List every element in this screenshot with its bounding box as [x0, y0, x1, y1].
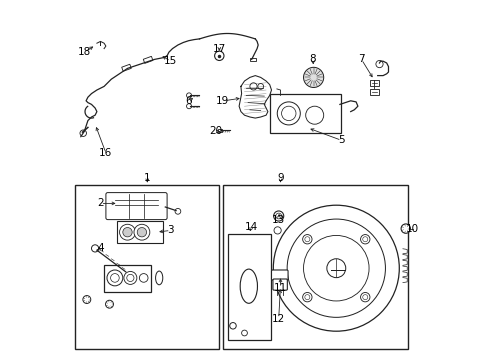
FancyBboxPatch shape: [104, 265, 151, 292]
Circle shape: [186, 104, 191, 109]
Text: 19: 19: [216, 96, 229, 106]
Bar: [143, 57, 153, 63]
Circle shape: [400, 224, 409, 233]
Text: 14: 14: [244, 222, 258, 232]
Circle shape: [302, 235, 311, 244]
Bar: [228, 234, 271, 340]
Circle shape: [273, 211, 283, 221]
Circle shape: [122, 228, 132, 237]
Text: 17: 17: [212, 44, 225, 54]
Circle shape: [120, 224, 135, 240]
Circle shape: [249, 83, 257, 90]
Text: 4: 4: [97, 243, 103, 253]
Text: 9: 9: [277, 173, 283, 183]
Bar: [218, 129, 222, 132]
Circle shape: [303, 67, 323, 87]
FancyBboxPatch shape: [106, 193, 167, 220]
Circle shape: [273, 205, 399, 331]
Text: 12: 12: [271, 314, 285, 324]
FancyBboxPatch shape: [271, 270, 287, 280]
Circle shape: [214, 51, 224, 60]
Text: 11: 11: [273, 283, 286, 293]
Text: 6: 6: [185, 96, 192, 106]
Text: 13: 13: [271, 215, 285, 225]
Text: 2: 2: [97, 198, 103, 208]
Bar: [223, 185, 407, 349]
Text: 10: 10: [405, 224, 418, 234]
Circle shape: [80, 130, 86, 136]
Circle shape: [91, 245, 99, 252]
Text: 16: 16: [99, 148, 112, 158]
Text: 8: 8: [309, 54, 316, 64]
Circle shape: [105, 300, 113, 308]
Circle shape: [134, 224, 149, 240]
FancyBboxPatch shape: [272, 279, 287, 290]
Bar: [249, 58, 256, 61]
Bar: [369, 80, 378, 86]
Circle shape: [257, 84, 263, 89]
Bar: [117, 221, 163, 243]
Text: 7: 7: [357, 54, 364, 64]
Text: 1: 1: [143, 173, 150, 183]
Text: 5: 5: [338, 135, 345, 145]
Circle shape: [375, 60, 382, 68]
Bar: [122, 64, 131, 71]
Bar: [369, 89, 378, 95]
Circle shape: [82, 296, 91, 303]
Text: 20: 20: [209, 126, 222, 136]
Text: 15: 15: [164, 56, 177, 66]
Text: 3: 3: [167, 225, 174, 235]
Text: 18: 18: [78, 47, 91, 57]
Circle shape: [186, 93, 191, 98]
Bar: [75, 185, 219, 349]
Circle shape: [175, 208, 181, 214]
FancyBboxPatch shape: [269, 94, 341, 133]
Circle shape: [137, 228, 146, 237]
Circle shape: [360, 235, 369, 244]
Circle shape: [360, 292, 369, 302]
Circle shape: [302, 292, 311, 302]
